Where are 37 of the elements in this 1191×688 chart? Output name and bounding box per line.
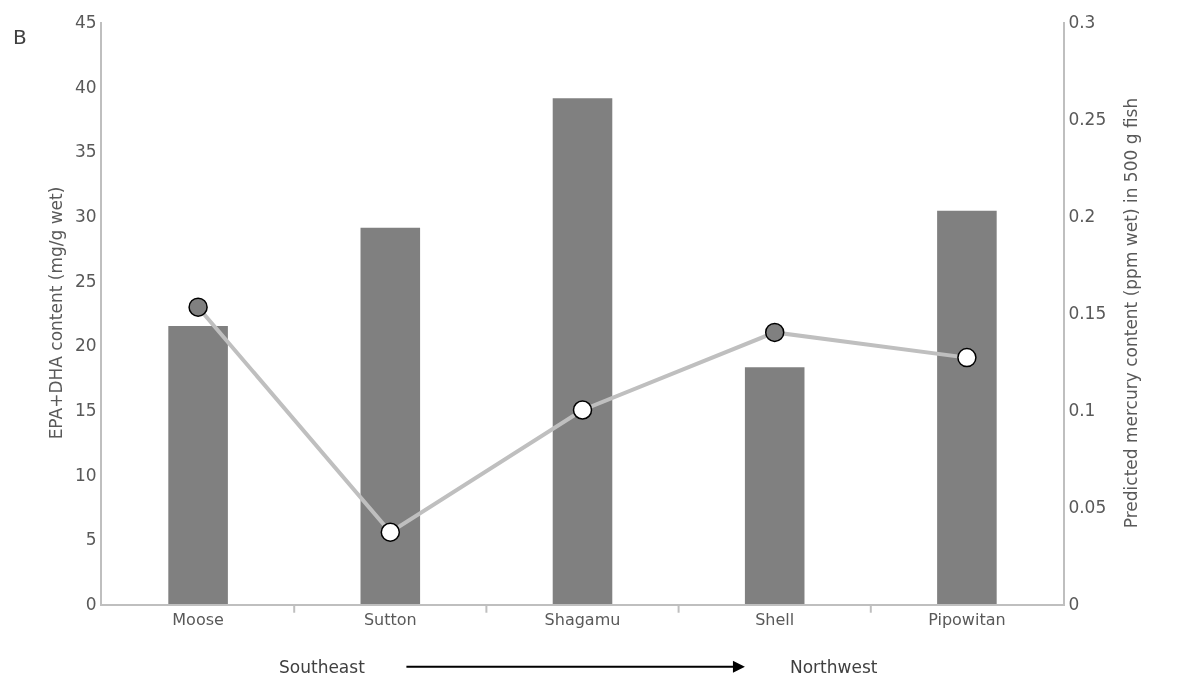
y-tick-label: 20: [74, 335, 97, 356]
point: [764, 322, 785, 343]
y-tick-label: 40: [74, 76, 97, 97]
y2-tick-label: 0.1: [1068, 399, 1096, 420]
bar: [168, 325, 228, 604]
x-tick-label: Shell: [755, 610, 795, 630]
y-axis-title: EPA+DHA content (mg/g wet): [46, 186, 67, 440]
point: [572, 400, 593, 420]
y2-tick-label: 0.15: [1068, 302, 1107, 323]
y2-tick-label: 0: [1068, 593, 1080, 614]
y-tick-label: 5: [85, 529, 97, 550]
bar: [360, 227, 421, 604]
y-tick-label: 15: [74, 399, 97, 420]
x-tick-label: Pipowitan: [928, 610, 1006, 630]
text: Southeast: [279, 657, 366, 677]
point: [957, 347, 977, 368]
y-tick-label: 30: [74, 205, 97, 226]
bar: [552, 98, 613, 604]
bar: [937, 210, 997, 604]
y2-tick-label: 0.25: [1068, 108, 1107, 129]
text: Northwest: [790, 657, 878, 677]
y-tick-label: 25: [74, 270, 97, 291]
y-tick-label: 0: [85, 593, 97, 614]
x-tick-label: Moose: [172, 610, 224, 630]
y-tick-label: 45: [74, 11, 97, 32]
point: [380, 522, 401, 542]
y2-axis-title: Predicted mercury content (ppm wet) in 500 g fish: [1121, 97, 1142, 529]
point: [188, 297, 208, 317]
y-tick-label: 35: [74, 141, 97, 162]
x-tick-label: Sutton: [363, 610, 417, 630]
y2-tick-label: 0.05: [1068, 496, 1107, 517]
y2-tick-label: 0.2: [1068, 205, 1096, 226]
bar: [744, 367, 805, 604]
x-tick-label: Shagamu: [544, 610, 621, 630]
text: B: [13, 25, 27, 49]
y-tick-label: 10: [74, 464, 97, 485]
y2-tick-label: 0.3: [1068, 11, 1096, 32]
